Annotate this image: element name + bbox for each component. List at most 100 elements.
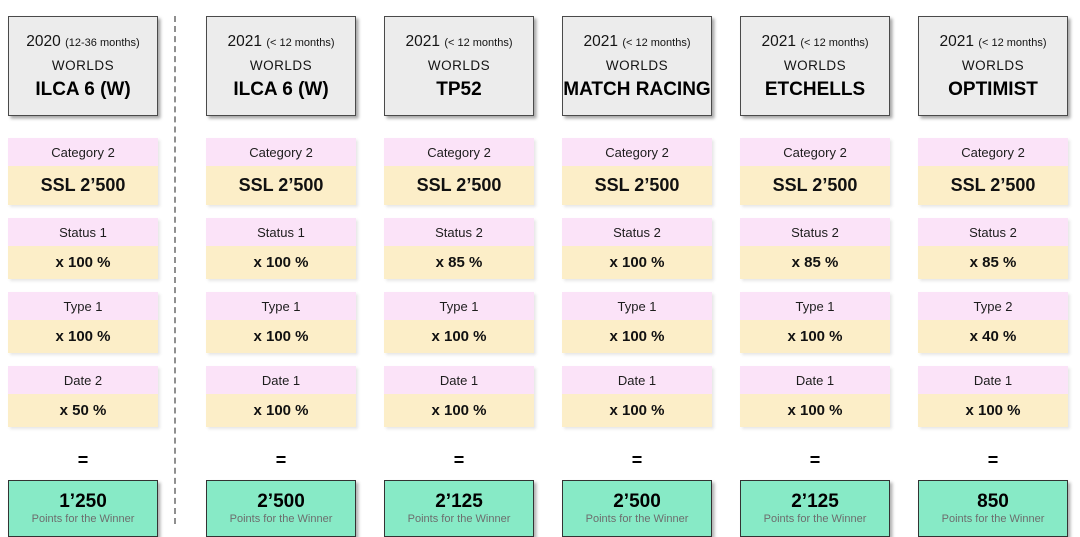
factor-label: Type 1 bbox=[562, 292, 712, 320]
result-points: 2’125 bbox=[791, 491, 839, 512]
factor-status: Status 2 x 85 % bbox=[384, 218, 534, 279]
factor-status: Status 1 x 100 % bbox=[206, 218, 356, 279]
factor-label: Status 2 bbox=[562, 218, 712, 246]
factor-multiplier: x 100 % bbox=[384, 320, 534, 353]
factor-multiplier: x 85 % bbox=[384, 246, 534, 279]
result-caption: Points for the Winner bbox=[31, 513, 135, 525]
result-caption: Points for the Winner bbox=[407, 513, 511, 525]
factor-status: Status 2 x 85 % bbox=[918, 218, 1068, 279]
factor-type: Type 2 x 40 % bbox=[918, 292, 1068, 353]
event-year: 2021 bbox=[405, 33, 440, 50]
factor-label: Type 1 bbox=[206, 292, 356, 320]
result-points: 1’250 bbox=[59, 491, 107, 512]
boat-class: TP52 bbox=[436, 79, 482, 100]
factor-label: Type 2 bbox=[918, 292, 1068, 320]
factor-type: Type 1 x 100 % bbox=[384, 292, 534, 353]
event-year-line: 2020 (12-36 months) bbox=[26, 33, 139, 51]
factor-multiplier: SSL 2’500 bbox=[384, 166, 534, 205]
factor-category: Category 2 SSL 2’500 bbox=[206, 138, 356, 205]
event-year-line: 2021 (< 12 months) bbox=[228, 33, 335, 51]
factor-label: Category 2 bbox=[206, 138, 356, 166]
event-header-box: 2020 (12-36 months) WORLDS ILCA 6 (W) bbox=[8, 16, 158, 116]
factor-label: Date 1 bbox=[206, 366, 356, 394]
boat-class: ILCA 6 (W) bbox=[233, 79, 329, 100]
factor-multiplier: x 100 % bbox=[740, 320, 890, 353]
event-level: WORLDS bbox=[249, 58, 313, 73]
result-caption: Points for the Winner bbox=[585, 513, 689, 525]
equals-sign: = bbox=[453, 449, 465, 470]
event-header-box: 2021 (< 12 months) WORLDS ILCA 6 (W) bbox=[206, 16, 356, 116]
factor-category: Category 2 SSL 2’500 bbox=[740, 138, 890, 205]
result-points: 2’500 bbox=[613, 491, 661, 512]
year-divider-dashed-line bbox=[174, 16, 176, 524]
factor-date: Date 1 x 100 % bbox=[562, 366, 712, 427]
event-year: 2021 bbox=[227, 33, 262, 50]
factor-multiplier: x 100 % bbox=[740, 394, 890, 427]
factor-label: Status 1 bbox=[206, 218, 356, 246]
factor-multiplier: SSL 2’500 bbox=[8, 166, 158, 205]
event-header-box: 2021 (< 12 months) WORLDS TP52 bbox=[384, 16, 534, 116]
result-box: 1’250 Points for the Winner bbox=[8, 480, 158, 537]
factor-date: Date 1 x 100 % bbox=[918, 366, 1068, 427]
factor-label: Status 2 bbox=[384, 218, 534, 246]
event-recency: (12-36 months) bbox=[65, 37, 140, 49]
event-year: 2021 bbox=[761, 33, 796, 50]
boat-class: ILCA 6 (W) bbox=[35, 79, 131, 100]
event-column: 2021 (< 12 months) WORLDS ETCHELLS Categ… bbox=[740, 16, 890, 537]
factor-multiplier: SSL 2’500 bbox=[740, 166, 890, 205]
factor-date: Date 1 x 100 % bbox=[740, 366, 890, 427]
factor-label: Category 2 bbox=[384, 138, 534, 166]
factor-multiplier: x 100 % bbox=[206, 394, 356, 427]
equals-sign: = bbox=[631, 449, 643, 470]
factor-multiplier: x 100 % bbox=[562, 246, 712, 279]
factor-label: Type 1 bbox=[740, 292, 890, 320]
equals-sign: = bbox=[275, 449, 287, 470]
factor-type: Type 1 x 100 % bbox=[8, 292, 158, 353]
factor-label: Date 1 bbox=[562, 366, 712, 394]
factor-multiplier: x 40 % bbox=[918, 320, 1068, 353]
result-points: 2’125 bbox=[435, 491, 483, 512]
factor-category: Category 2 SSL 2’500 bbox=[384, 138, 534, 205]
factor-type: Type 1 x 100 % bbox=[740, 292, 890, 353]
factor-label: Type 1 bbox=[384, 292, 534, 320]
result-box: 2’500 Points for the Winner bbox=[206, 480, 356, 537]
factor-multiplier: x 100 % bbox=[206, 246, 356, 279]
result-box: 2’500 Points for the Winner bbox=[562, 480, 712, 537]
factor-label: Status 2 bbox=[918, 218, 1068, 246]
event-recency: (< 12 months) bbox=[978, 37, 1047, 49]
event-header-box: 2021 (< 12 months) WORLDS OPTIMIST bbox=[918, 16, 1068, 116]
event-year: 2021 bbox=[583, 33, 618, 50]
factor-multiplier: x 85 % bbox=[918, 246, 1068, 279]
result-box: 850 Points for the Winner bbox=[918, 480, 1068, 537]
factor-date: Date 2 x 50 % bbox=[8, 366, 158, 427]
equals-sign: = bbox=[77, 449, 89, 470]
event-level: WORLDS bbox=[605, 58, 669, 73]
factor-status: Status 1 x 100 % bbox=[8, 218, 158, 279]
factor-status: Status 2 x 85 % bbox=[740, 218, 890, 279]
factor-multiplier: x 100 % bbox=[384, 394, 534, 427]
factor-category: Category 2 SSL 2’500 bbox=[562, 138, 712, 205]
event-year-line: 2021 (< 12 months) bbox=[762, 33, 869, 51]
factor-multiplier: x 100 % bbox=[206, 320, 356, 353]
event-header-box: 2021 (< 12 months) WORLDS MATCH RACING bbox=[562, 16, 712, 116]
event-year: 2020 bbox=[26, 33, 61, 50]
factor-category: Category 2 SSL 2’500 bbox=[918, 138, 1068, 205]
equals-sign: = bbox=[809, 449, 821, 470]
result-box: 2’125 Points for the Winner bbox=[740, 480, 890, 537]
boat-class: OPTIMIST bbox=[948, 79, 1038, 100]
event-level: WORLDS bbox=[427, 58, 491, 73]
factor-multiplier: x 50 % bbox=[8, 394, 158, 427]
factor-multiplier: SSL 2’500 bbox=[562, 166, 712, 205]
event-recency: (< 12 months) bbox=[444, 37, 513, 49]
factor-label: Status 2 bbox=[740, 218, 890, 246]
factor-label: Category 2 bbox=[918, 138, 1068, 166]
factor-date: Date 1 x 100 % bbox=[206, 366, 356, 427]
factor-label: Status 1 bbox=[8, 218, 158, 246]
factor-label: Category 2 bbox=[562, 138, 712, 166]
event-level: WORLDS bbox=[51, 58, 115, 73]
event-recency: (< 12 months) bbox=[266, 37, 335, 49]
result-box: 2’125 Points for the Winner bbox=[384, 480, 534, 537]
event-year-line: 2021 (< 12 months) bbox=[406, 33, 513, 51]
equals-sign: = bbox=[987, 449, 999, 470]
